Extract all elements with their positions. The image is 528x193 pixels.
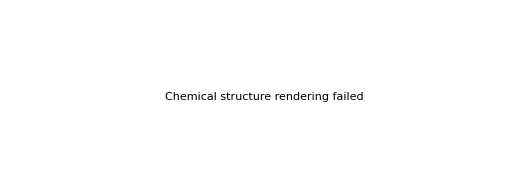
- Text: Chemical structure rendering failed: Chemical structure rendering failed: [165, 91, 363, 102]
